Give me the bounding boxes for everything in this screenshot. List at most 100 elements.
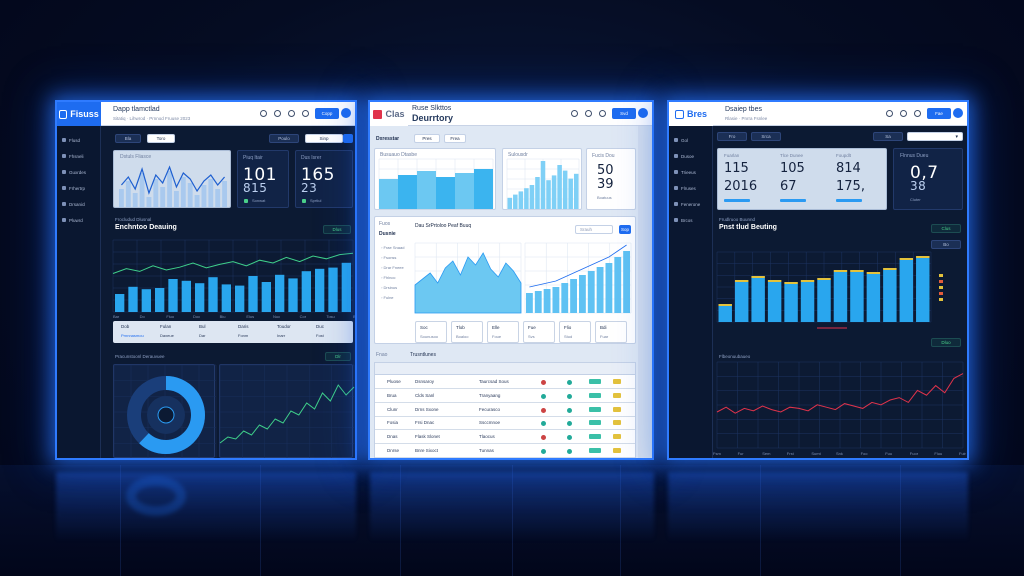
nav-list-item[interactable]: ◦ Frae Snaad <box>381 245 405 250</box>
x-tick-label: Fur <box>738 451 745 456</box>
kpi-label: Dus Isrer <box>301 155 322 161</box>
center-toolbar-pill[interactable]: Pres <box>414 134 440 143</box>
center-logo[interactable]: Clas <box>370 102 408 126</box>
left-bottom-badge[interactable]: Dlr <box>325 352 351 361</box>
left-panel-reflection <box>56 472 356 542</box>
sidebar-item[interactable]: Frhertrp <box>57 180 100 196</box>
right-header-subtitle: Rlasie · Pnrra Fsnlee <box>725 116 768 121</box>
sidebar-item[interactable]: Brcos <box>669 212 712 228</box>
sidebar-item[interactable]: Guxrdes <box>57 164 100 180</box>
x-tick-label: Fluu <box>934 451 942 456</box>
bar <box>916 258 930 322</box>
search-input[interactable]: Srauh <box>575 225 613 234</box>
sidebar-item[interactable]: Flruses <box>669 180 712 196</box>
nav-list-item[interactable]: ◦ Fsonss <box>381 255 397 260</box>
bar <box>301 271 311 312</box>
search-icon[interactable] <box>571 110 578 117</box>
left-kpi-card-2: Dus Isrer 165 23 Sprtlul <box>295 150 353 208</box>
status-dot-icon <box>567 407 572 413</box>
mini-bar <box>146 197 152 207</box>
right-legend[interactable]: Bo <box>931 240 961 249</box>
left-filter-d[interactable]: Sinp <box>305 134 343 143</box>
left-user-avatar[interactable] <box>341 108 351 118</box>
x-tick-label: Fuir <box>959 451 967 456</box>
sidebar-item[interactable]: Dusoe <box>669 148 712 164</box>
left-filter-b[interactable]: Toro <box>147 134 175 143</box>
settings-icon[interactable] <box>900 110 907 117</box>
mini-bar <box>222 181 227 207</box>
bell-icon[interactable] <box>599 110 606 117</box>
settings-icon[interactable] <box>585 110 592 117</box>
right-filter[interactable]: Fro <box>717 132 747 141</box>
x-tick-label: Nuc <box>273 314 280 319</box>
nav-list-item[interactable]: ◦ Fhlnoc <box>381 275 396 280</box>
bar <box>534 291 542 313</box>
stat-note: Fost <box>316 333 324 338</box>
sidebar-item[interactable]: Gol <box>669 132 712 148</box>
table-row[interactable]: Dnas Flask Slonet Tlaocus <box>375 431 635 445</box>
search-icon[interactable] <box>260 110 267 117</box>
table-header <box>375 363 635 375</box>
center-header-button[interactable]: Svd <box>612 108 636 119</box>
left-header-button[interactable]: Copp <box>315 108 339 119</box>
left-section-badge[interactable]: Dlus <box>323 225 351 234</box>
kpi-label: Flnnus Dueu <box>900 153 929 159</box>
center-header-subtitle: Ruse Slkttos <box>412 105 452 112</box>
bar-cap <box>784 282 798 284</box>
help-icon[interactable] <box>302 110 309 117</box>
sidebar-item[interactable]: Drsanicl <box>57 196 100 212</box>
table-row[interactable]: Brua Clds Sanl Tranyaang <box>375 389 635 403</box>
sidebar-item[interactable]: Flusd <box>57 132 100 148</box>
bell-icon[interactable] <box>288 110 295 117</box>
left-section-small: Frocludud Dlusnal <box>115 217 152 222</box>
table-row[interactable]: Fosia Frsi Dnac Ssccmnoe <box>375 417 635 431</box>
x-tick-label: Do <box>140 314 146 319</box>
right-bottom-badge[interactable]: Dluo <box>931 338 961 347</box>
bar <box>417 171 436 209</box>
bell-icon[interactable] <box>914 110 921 117</box>
kpi-sub: 38 <box>910 179 927 193</box>
nav-list-item[interactable]: ◦ Drsinus <box>381 285 398 290</box>
card-title: Busuauo Dtasbe <box>380 152 417 158</box>
center-toolbar-pill[interactable]: Frea <box>444 134 466 143</box>
x-tick-label: Doc <box>193 314 200 319</box>
left-filter-c[interactable]: Poulo <box>269 134 299 143</box>
mini-bar <box>167 171 172 207</box>
bar <box>751 278 765 322</box>
sidebar-item[interactable]: Fenerone <box>669 196 712 212</box>
search-icon[interactable] <box>886 110 893 117</box>
kpi-sub: 175, <box>836 179 865 194</box>
left-section-title: Enchntoo Deauing <box>115 224 177 231</box>
right-header-button[interactable]: Fae <box>927 108 951 119</box>
nav-list-item[interactable]: ◦ Drar Fneee <box>381 265 404 270</box>
stat-box: Tlob Boaloo <box>451 321 483 343</box>
sidebar-item[interactable]: Fhsneli <box>57 148 100 164</box>
right-filter[interactable]: Sa <box>873 132 903 141</box>
nav-icon <box>62 170 66 174</box>
sidebar-item[interactable]: Trieeus <box>669 164 712 180</box>
status-dot-icon <box>541 435 546 441</box>
table-row[interactable]: Dnrse Bnre Sixoct Tunnas <box>375 445 635 458</box>
center-user-avatar[interactable] <box>638 108 648 118</box>
stat-note: Foue <box>492 334 502 339</box>
right-section-badge[interactable]: Clus <box>931 224 961 233</box>
right-user-avatar[interactable] <box>953 108 963 118</box>
left-filter-a[interactable]: Bla <box>115 134 141 143</box>
bar-cap <box>767 280 782 282</box>
right-logo[interactable]: Bres <box>669 102 713 126</box>
center-toolbar-title: Dxresstar <box>376 136 400 142</box>
left-logo[interactable]: Fisuss <box>57 102 101 126</box>
kpi-value: 165 <box>301 165 335 185</box>
table-tag <box>613 379 621 384</box>
right-dropdown[interactable]: ▾ <box>907 132 963 141</box>
sidebar-item[interactable]: Pluwrd <box>57 212 100 228</box>
table-row[interactable]: Clunr Drns Sxone Fecurasco <box>375 403 635 417</box>
center-action-button[interactable]: Sop <box>619 225 631 234</box>
nav-list-item[interactable]: ◦ Fulne <box>381 295 394 300</box>
table-row[interactable]: Pluose Dsnsaroy Taurcsad Sous <box>375 376 635 389</box>
left-filter-button[interactable] <box>343 134 353 143</box>
bar-cap <box>751 276 765 278</box>
table-cell-detail: Bnre Sixoct <box>415 448 439 453</box>
settings-icon[interactable] <box>274 110 281 117</box>
right-filter[interactable]: Srca <box>751 132 781 141</box>
